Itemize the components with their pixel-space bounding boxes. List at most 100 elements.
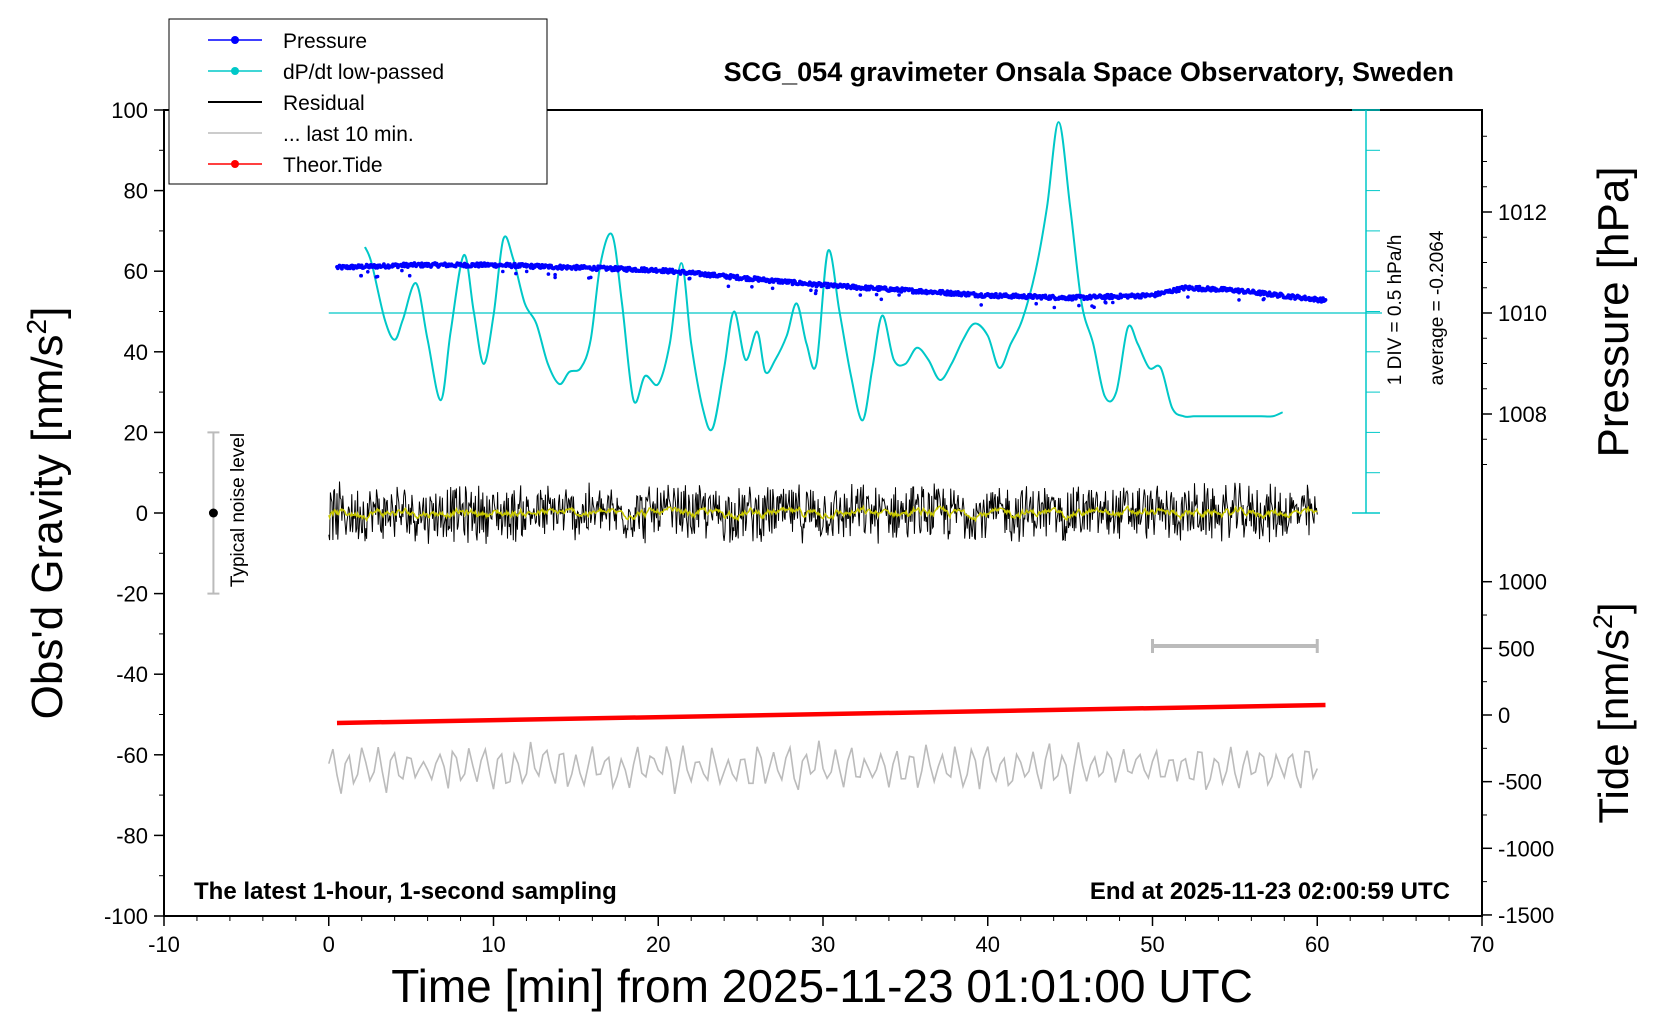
axes-layer: -10 0 10 20 30 40 50 60 70100806040200-20-40-60-… bbox=[104, 98, 1554, 957]
residual-line bbox=[328, 481, 1318, 544]
noise-level-label: Typical noise level bbox=[228, 433, 249, 587]
pressure-point bbox=[514, 271, 518, 276]
noise-bar-dot bbox=[208, 508, 218, 518]
y-left-tick-label: 100 bbox=[111, 98, 148, 123]
tide-line bbox=[336, 702, 1326, 726]
y-left-tick-label: -20 bbox=[116, 582, 148, 607]
legend-label: Theor.Tide bbox=[283, 154, 383, 177]
y-tide-tick-label: -1500 bbox=[1498, 903, 1554, 928]
footer-right: End at 2025-11-23 02:00:59 UTC bbox=[1090, 878, 1450, 905]
pressure-point bbox=[1323, 298, 1328, 302]
y-left-label-sup: 2 bbox=[21, 319, 52, 335]
pressure-point bbox=[524, 269, 529, 274]
chart-title: SCG_054 gravimeter Onsala Space Observat… bbox=[724, 57, 1454, 87]
x-tick-label: 0 bbox=[323, 932, 335, 957]
x-tick-label: 60 bbox=[1305, 932, 1329, 957]
dpdt-line bbox=[364, 121, 1284, 432]
pressure-point bbox=[553, 272, 557, 277]
pressure-point bbox=[1077, 303, 1081, 308]
pressure-point bbox=[359, 273, 363, 278]
pressure-point bbox=[1186, 295, 1190, 299]
y-axis-label-left: Obs'd Gravity [nm/s2] bbox=[21, 307, 72, 720]
x-tick-label: -10 bbox=[148, 932, 180, 957]
x-tick-label: 70 bbox=[1470, 932, 1494, 957]
residual-smoothed-line bbox=[328, 504, 1318, 523]
pressure-point bbox=[407, 273, 412, 278]
pressure-point bbox=[1237, 298, 1241, 302]
x-tick-label: 30 bbox=[811, 932, 835, 957]
pressure-point bbox=[726, 284, 731, 289]
y-pressure-tick-label: 1012 bbox=[1498, 200, 1547, 225]
pressure-point bbox=[501, 269, 505, 274]
pressure-point bbox=[400, 268, 404, 273]
y-tide-tick-label: -1000 bbox=[1498, 836, 1554, 861]
pressure-point bbox=[366, 270, 370, 274]
y-left-tick-label: 40 bbox=[124, 340, 148, 365]
pressure-point bbox=[750, 285, 754, 289]
average-label: average = -0.2064 bbox=[1427, 230, 1448, 385]
y-left-tick-label: 80 bbox=[124, 179, 148, 204]
legend-marker bbox=[231, 160, 239, 168]
pressure-point bbox=[770, 286, 775, 291]
y-tide-label-main: Tide [nm/s bbox=[1590, 629, 1637, 824]
y-tide-tick-label: 500 bbox=[1498, 636, 1535, 661]
pressure-point bbox=[858, 293, 863, 297]
legend-label: ... last 10 min. bbox=[283, 123, 414, 146]
pressure-point bbox=[809, 288, 813, 293]
pressure-point bbox=[735, 273, 740, 278]
pressure-point bbox=[587, 276, 591, 280]
pressure-point bbox=[979, 292, 984, 296]
tide-layer bbox=[336, 702, 1326, 726]
legend-marker bbox=[231, 36, 239, 44]
y-pressure-tick-label: 1008 bbox=[1498, 402, 1547, 427]
y-tide-tick-label: 0 bbox=[1498, 703, 1510, 728]
y-left-tick-label: 0 bbox=[136, 501, 148, 526]
pressure-point bbox=[546, 272, 551, 276]
legend-label: Residual bbox=[283, 92, 365, 115]
x-tick-label: 20 bbox=[646, 932, 670, 957]
footer-left: The latest 1-hour, 1-second sampling bbox=[194, 878, 617, 905]
legend-marker bbox=[231, 67, 239, 75]
y-left-tick-label: -40 bbox=[116, 662, 148, 687]
y-tide-label-end: ] bbox=[1590, 602, 1637, 614]
pressure-point bbox=[574, 267, 578, 272]
legend-label: dP/dt low-passed bbox=[283, 61, 444, 84]
pressure-point bbox=[687, 276, 691, 281]
pressure-point bbox=[813, 291, 818, 296]
y-pressure-tick-label: 1010 bbox=[1498, 301, 1547, 326]
y-left-label-end: ] bbox=[23, 307, 72, 319]
pressure-layer bbox=[335, 261, 1328, 310]
y-left-tick-label: 60 bbox=[124, 259, 148, 284]
y-tide-label-sup: 2 bbox=[1588, 614, 1618, 629]
pressure-point bbox=[1177, 289, 1181, 294]
pressure-point bbox=[1103, 300, 1107, 304]
dpdt-layer bbox=[328, 109, 1382, 514]
last10-layer bbox=[207, 431, 1319, 794]
y-tide-tick-label: -500 bbox=[1498, 770, 1542, 795]
pressure-point bbox=[897, 293, 901, 297]
y-axis-label-tide: Tide [nm/s2] bbox=[1588, 602, 1637, 823]
y-left-label-main: Obs'd Gravity [nm/s bbox=[23, 334, 72, 719]
legend-label: Pressure bbox=[283, 30, 367, 53]
pressure-point bbox=[374, 275, 379, 279]
residual-layer bbox=[328, 481, 1318, 544]
x-tick-label: 40 bbox=[976, 932, 1000, 957]
y-left-tick-label: -100 bbox=[104, 904, 148, 929]
pressure-point bbox=[1092, 305, 1096, 310]
pressure-point bbox=[979, 303, 983, 307]
pressure-point bbox=[553, 275, 557, 280]
last10-line bbox=[328, 740, 1319, 794]
pressure-point bbox=[879, 297, 884, 302]
pressure-point bbox=[558, 263, 563, 268]
x-tick-label: 50 bbox=[1140, 932, 1164, 957]
x-tick-label: 10 bbox=[481, 932, 505, 957]
pressure-point bbox=[874, 292, 879, 297]
pressure-point bbox=[1111, 300, 1115, 305]
x-axis-label: Time [min] from 2025-11-23 01:01:00 UTC bbox=[391, 960, 1253, 1012]
y-axis-label-pressure: Pressure [hPa] bbox=[1589, 166, 1638, 457]
y-tide-tick-label: 1000 bbox=[1498, 570, 1547, 595]
pressure-point bbox=[790, 282, 795, 287]
pressure-point bbox=[1052, 305, 1057, 310]
pressure-point bbox=[1034, 301, 1038, 306]
